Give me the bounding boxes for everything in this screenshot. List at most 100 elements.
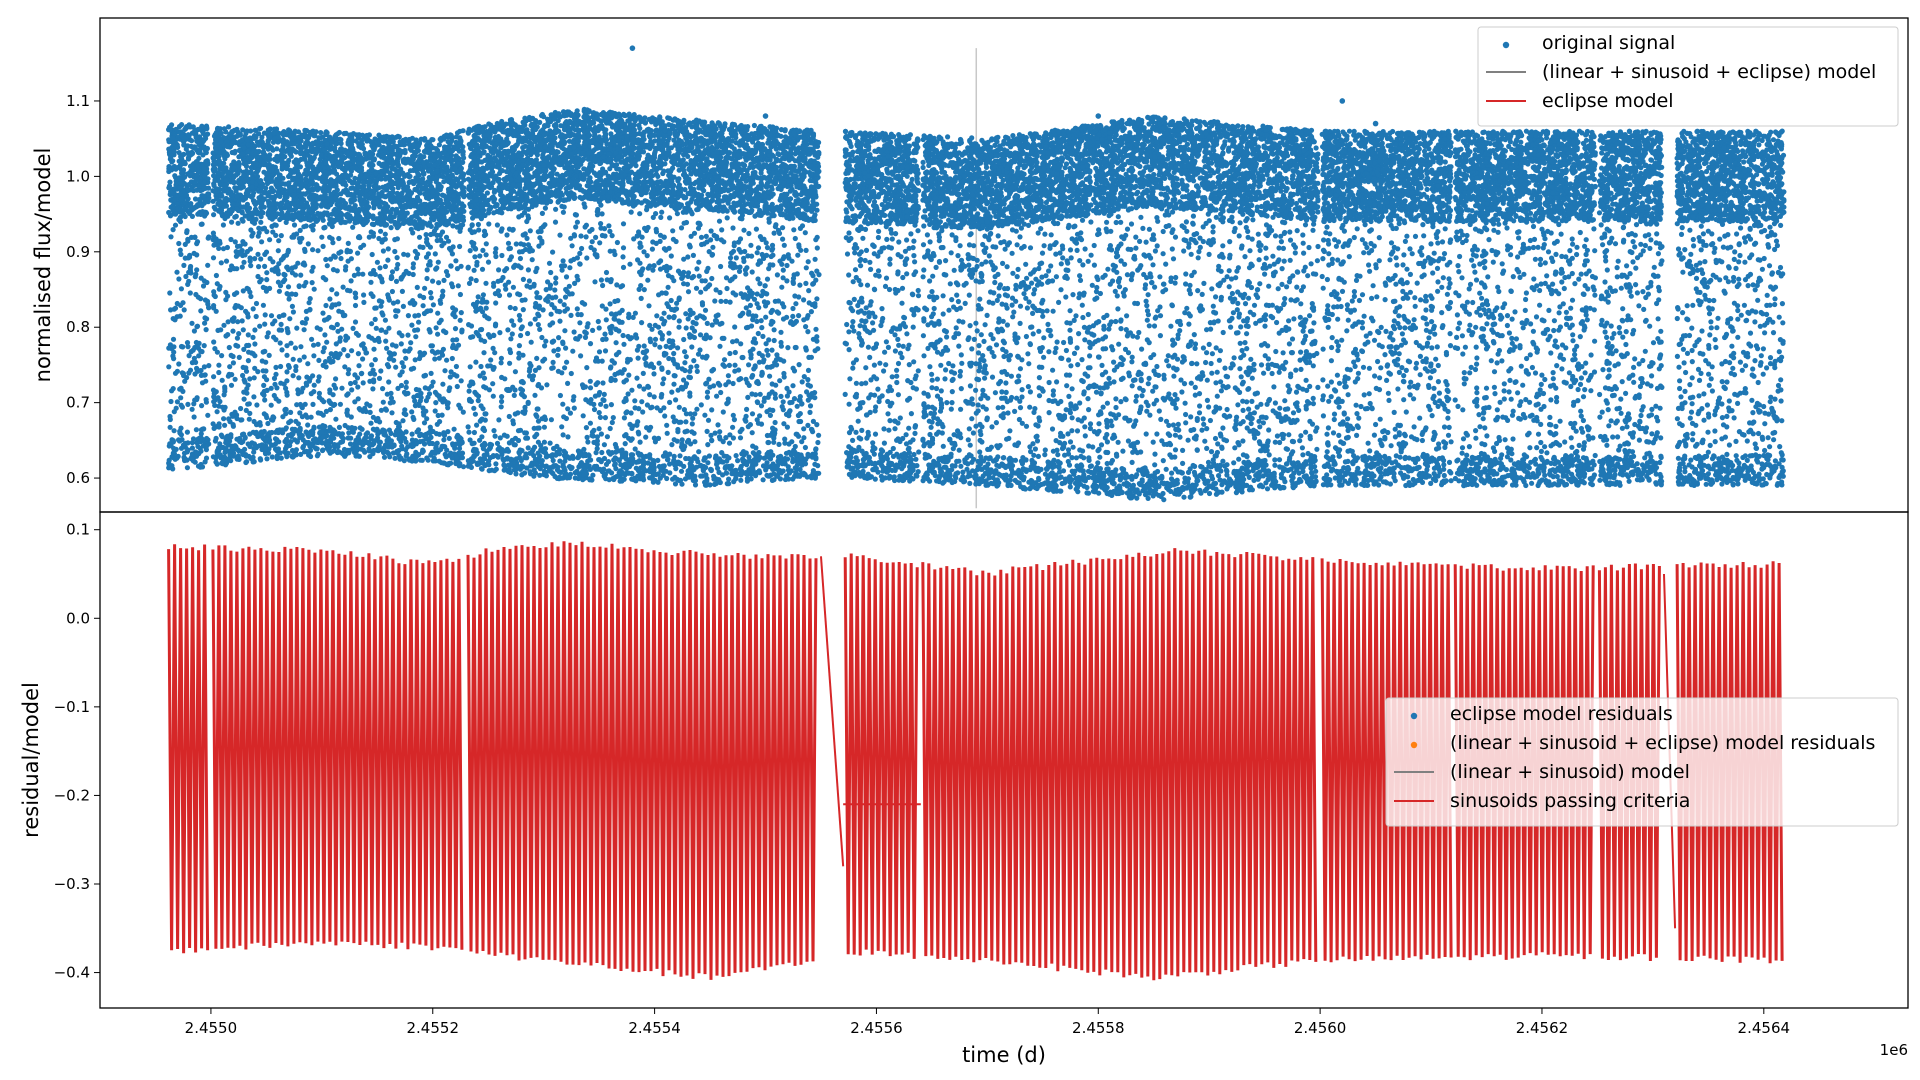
signal-point: [292, 185, 297, 190]
signal-point: [246, 142, 251, 147]
signal-point: [407, 174, 412, 179]
signal-point: [174, 406, 179, 411]
signal-point: [440, 289, 445, 294]
signal-point: [373, 357, 378, 362]
signal-point: [421, 170, 426, 175]
signal-point: [201, 283, 206, 288]
signal-point: [290, 427, 295, 432]
signal-point: [380, 386, 385, 391]
signal-point: [328, 257, 333, 262]
signal-point: [177, 159, 182, 164]
signal-point: [376, 185, 381, 190]
signal-point: [307, 216, 312, 221]
signal-point: [281, 272, 286, 277]
signal-point: [409, 227, 414, 232]
signal-point: [447, 246, 452, 251]
signal-point: [272, 376, 277, 381]
signal-point: [245, 191, 250, 196]
signal-point: [403, 356, 408, 361]
signal-point: [193, 272, 198, 277]
signal-point: [212, 391, 217, 396]
signal-point: [285, 216, 290, 221]
signal-point: [178, 192, 183, 197]
signal-point: [321, 185, 326, 190]
signal-point: [252, 366, 257, 371]
signal-point: [390, 342, 395, 347]
signal-point: [168, 234, 173, 239]
signal-point: [270, 418, 275, 423]
signal-point: [348, 381, 353, 386]
signal-point: [350, 225, 355, 230]
signal-point: [278, 364, 283, 369]
signal-point: [265, 388, 270, 393]
signal-point: [279, 157, 284, 162]
signal-point: [200, 380, 205, 385]
signal-point: [247, 417, 252, 422]
signal-point: [412, 398, 417, 403]
signal-point: [424, 276, 429, 281]
signal-point: [320, 429, 325, 434]
signal-point: [310, 280, 315, 285]
signal-point: [314, 183, 319, 188]
signal-point: [192, 144, 197, 149]
signal-point: [394, 207, 399, 212]
signal-point: [204, 327, 209, 332]
signal-point: [359, 371, 364, 376]
signal-point: [296, 178, 301, 183]
signal-point: [292, 437, 297, 442]
signal-point: [248, 294, 253, 299]
signal-point: [344, 150, 349, 155]
signal-point: [178, 252, 183, 257]
signal-point: [447, 149, 452, 154]
signal-point: [423, 385, 428, 390]
signal-point: [188, 187, 193, 192]
signal-point: [395, 386, 400, 391]
signal-point: [346, 142, 351, 147]
signal-point: [357, 235, 362, 240]
signal-point: [246, 332, 251, 337]
signal-point: [178, 314, 183, 319]
signal-point: [457, 446, 462, 451]
signal-point: [369, 167, 374, 172]
signal-point: [178, 176, 183, 181]
signal-point: [191, 348, 196, 353]
signal-point: [217, 239, 222, 244]
signal-point: [303, 280, 308, 285]
signal-point: [293, 419, 298, 424]
signal-point: [602, 442, 607, 447]
signal-point: [731, 381, 736, 386]
signal-point: [450, 455, 455, 460]
signal-point: [380, 153, 385, 158]
signal-point: [264, 413, 269, 418]
signal-point: [303, 144, 308, 149]
signal-point: [185, 430, 190, 435]
signal-point: [434, 325, 439, 330]
signal-point: [238, 406, 243, 411]
signal-point: [243, 213, 248, 218]
signal-point: [211, 212, 216, 217]
signal-point: [395, 163, 400, 168]
signal-point: [395, 255, 400, 260]
signal-point: [321, 218, 326, 223]
signal-point: [234, 416, 239, 421]
signal-point: [269, 403, 274, 408]
signal-point: [404, 269, 409, 274]
signal-point: [235, 344, 240, 349]
signal-point: [346, 430, 351, 435]
signal-point: [265, 193, 270, 198]
signal-point: [230, 202, 235, 207]
signal-point: [416, 427, 421, 432]
signal-point: [352, 176, 357, 181]
signal-point: [261, 162, 266, 167]
signal-point: [247, 401, 252, 406]
signal-point: [388, 354, 393, 359]
signal-point: [339, 327, 344, 332]
signal-point: [254, 161, 259, 166]
signal-point: [319, 235, 324, 240]
signal-point: [200, 437, 205, 442]
signal-point: [390, 269, 395, 274]
signal-point: [459, 166, 464, 171]
signal-point: [432, 204, 437, 209]
signal-point: [339, 386, 344, 391]
signal-point: [180, 344, 185, 349]
